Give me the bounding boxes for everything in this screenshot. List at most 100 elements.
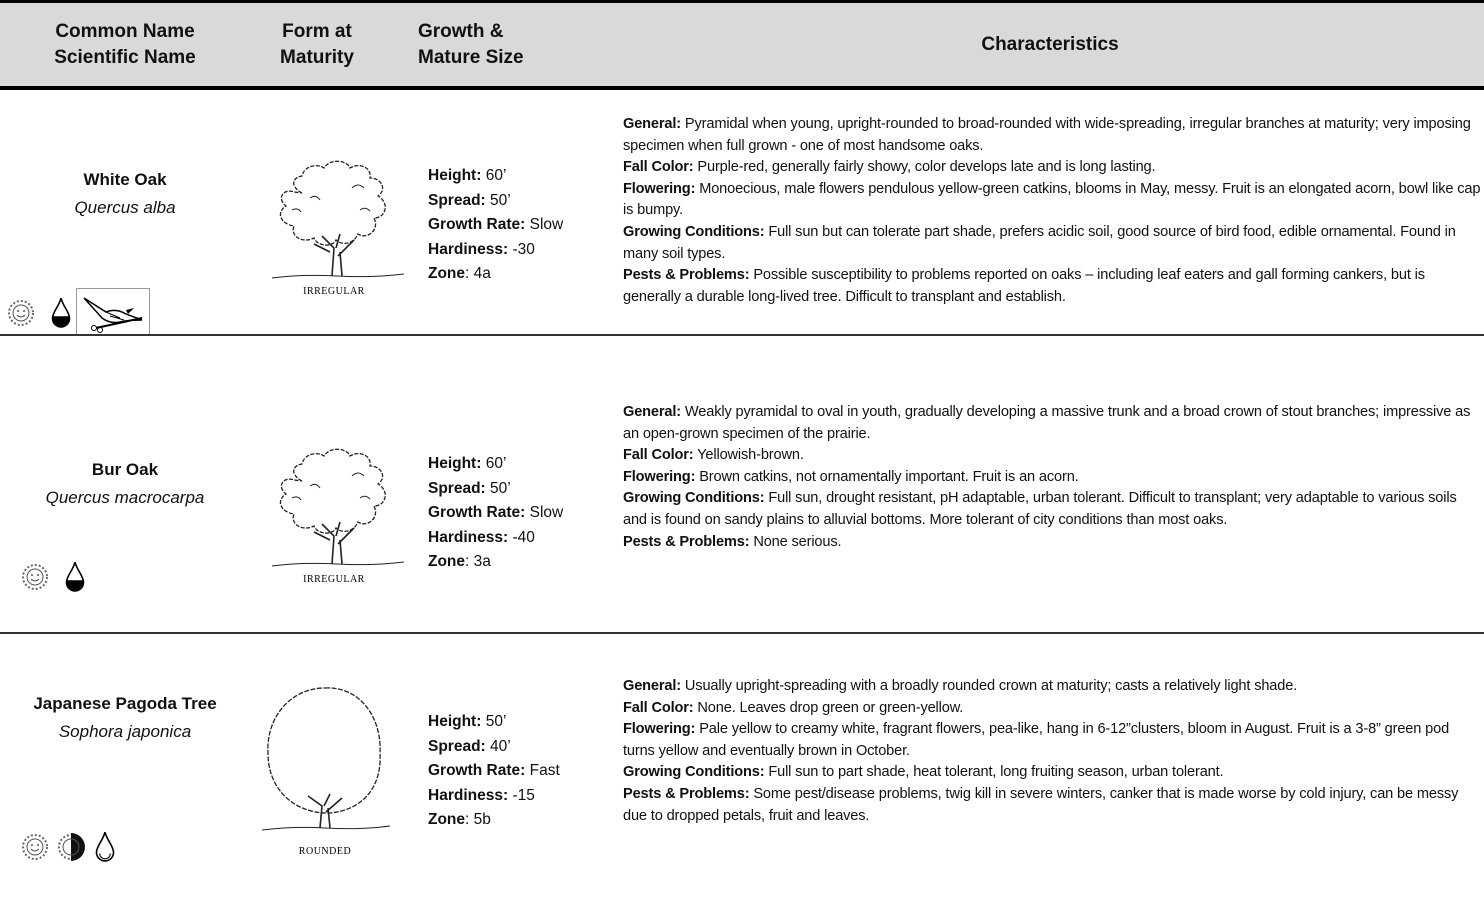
characteristic-label: Pests & Problems: xyxy=(623,785,750,802)
characteristic-text: Brown catkins, not ornamentally importan… xyxy=(699,468,1079,485)
tree-form: ROUNDED xyxy=(250,678,400,868)
growth-label: Growth Rate: xyxy=(428,504,526,521)
characteristic: Pests & Problems: Some pest/disease prob… xyxy=(623,784,1481,827)
scientific-name: Sophora japonica xyxy=(58,722,192,741)
header-band: Common Name Scientific Name Form at Matu… xyxy=(0,0,1484,86)
characteristic-label: Flowering: xyxy=(623,180,696,197)
characteristic: Growing Conditions: Full sun but can tol… xyxy=(623,222,1481,265)
characteristic-text: Monoecious, male flowers pendulous yello… xyxy=(623,180,1481,219)
characteristic-text: Pyramidal when young, upright-rounded to… xyxy=(623,116,1471,154)
growth-value: Slow xyxy=(529,504,564,521)
characteristic-label: Flowering: xyxy=(623,721,696,738)
characteristic-label: Pests & Problems: xyxy=(623,267,750,284)
growth-item: Spread: 40’ xyxy=(428,735,613,760)
tree-form: IRREGULAR xyxy=(262,148,412,313)
growth-value: 50’ xyxy=(490,191,511,209)
growth-label: Hardiness: xyxy=(428,528,509,546)
characteristic-label: General: xyxy=(623,678,682,694)
growth-value: 60’ xyxy=(485,455,507,472)
header-text: Mature Size xyxy=(418,47,524,68)
characteristic: General: Pyramidal when young, upright-r… xyxy=(623,114,1481,157)
name-cell: Japanese Pagoda Tree Sophora japonica xyxy=(25,690,225,746)
growth-label: Growth Rate: xyxy=(428,216,526,233)
characteristic: Fall Color: None. Leaves drop green or g… xyxy=(623,698,1481,720)
characteristic: Growing Conditions: Full sun, drought re… xyxy=(623,488,1481,531)
characteristic: Flowering: Monoecious, male flowers pend… xyxy=(623,179,1481,222)
characteristic-label: Fall Color: xyxy=(623,447,694,464)
table-row: White Oak Quercus alba IRREGULAR Height:… xyxy=(0,90,1484,336)
growth-value: -15 xyxy=(512,786,535,804)
growth-label: Growth Rate: xyxy=(428,762,526,779)
row-separator xyxy=(0,334,1484,336)
header-cell: Characteristics xyxy=(620,32,1480,58)
characteristic-label: Fall Color: xyxy=(623,699,694,716)
characteristic: Growing Conditions: Full sun to part sha… xyxy=(623,762,1481,784)
characteristic: Flowering: Brown catkins, not ornamental… xyxy=(623,467,1481,489)
header-cell: Form at Maturity xyxy=(262,19,372,71)
growth-label: Spread: xyxy=(428,479,486,497)
table-row: Japanese Pagoda Tree Sophora japonica RO… xyxy=(0,634,1484,909)
common-name: Bur Oak xyxy=(91,460,159,479)
tree-drawing: IRREGULAR xyxy=(271,448,405,585)
growth-item: Zone: 3a xyxy=(428,550,613,575)
characteristic-text: None. Leaves drop green or green-yellow. xyxy=(697,699,964,716)
growth-label: Hardiness: xyxy=(428,786,509,804)
growth-item: Height: 60’ xyxy=(428,452,613,477)
growth-item: Hardiness: -40 xyxy=(428,526,613,551)
growth-value: : 4a xyxy=(465,265,491,282)
growth-item: Hardiness: -30 xyxy=(428,238,613,263)
growth-item: Height: 60’ xyxy=(428,164,613,189)
growth-item: Height: 50’ xyxy=(428,710,613,735)
growth-item: Growth Rate: Slow xyxy=(428,501,613,526)
tree-form: IRREGULAR xyxy=(262,436,412,601)
scientific-name: Quercus macrocarpa xyxy=(45,488,205,507)
tree-drawing: IRREGULAR xyxy=(271,160,405,297)
characteristic-label: Growing Conditions: xyxy=(623,223,765,240)
characteristic-label: Fall Color: xyxy=(623,159,694,176)
growth-item: Spread: 50’ xyxy=(428,477,613,502)
growth-item: Zone: 5b xyxy=(428,808,613,833)
growth-item: Spread: 50’ xyxy=(428,189,613,214)
growth-label: Height: xyxy=(428,167,482,184)
icons xyxy=(6,554,86,603)
growth-value: : 3a xyxy=(465,553,491,570)
growth-label: Spread: xyxy=(428,737,486,755)
growth-value: : 5b xyxy=(465,811,491,828)
tree-drawing: ROUNDED xyxy=(261,687,391,857)
header-cell: Common Name Scientific Name xyxy=(30,19,220,71)
growth-value: -40 xyxy=(512,528,535,546)
characteristic-text: Yellowish-brown. xyxy=(697,447,804,464)
characteristic-text: Usually upright-spreading with a broadly… xyxy=(684,678,1298,694)
growth-label: Hardiness: xyxy=(428,240,509,258)
characteristic-text: Pale yellow to creamy white, fragrant fl… xyxy=(623,721,1450,759)
characteristic: Fall Color: Yellowish-brown. xyxy=(623,445,1481,467)
icon-group xyxy=(8,288,150,336)
scientific-name: Quercus alba xyxy=(74,198,176,217)
characteristic-label: Flowering: xyxy=(623,468,696,485)
characteristic-text: Full sun to part shade, heat tolerant, l… xyxy=(768,764,1224,781)
icon-group xyxy=(22,561,85,592)
characteristic: Pests & Problems: Possible susceptibilit… xyxy=(623,265,1481,308)
characteristic-text: Full sun but can tolerate part shade, pr… xyxy=(623,223,1456,262)
characteristic-label: Growing Conditions: xyxy=(623,490,765,507)
growth-cell: Height: 60’ Spread: 50’ Growth Rate: Slo… xyxy=(428,164,613,287)
characteristic-label: Pests & Problems: xyxy=(623,533,750,550)
characteristic: General: Usually upright-spreading with … xyxy=(623,676,1481,698)
characteristic: Flowering: Pale yellow to creamy white, … xyxy=(623,719,1481,762)
characteristic-text: Full sun, drought resistant, pH adaptabl… xyxy=(623,490,1457,528)
header-cell: Growth & Mature Size xyxy=(418,19,598,71)
form-label: ROUNDED xyxy=(299,846,351,857)
form-label: IRREGULAR xyxy=(303,574,365,585)
growth-item: Hardiness: -15 xyxy=(428,784,613,809)
growth-cell: Height: 60’ Spread: 50’ Growth Rate: Slo… xyxy=(428,452,613,575)
characteristic-text: None serious. xyxy=(753,533,842,550)
growth-value: 40’ xyxy=(490,737,511,755)
icon-group xyxy=(22,831,115,862)
growth-label: Height: xyxy=(428,713,482,730)
characteristic: Fall Color: Purple-red, generally fairly… xyxy=(623,157,1481,179)
growth-label: Zone xyxy=(428,553,466,570)
characteristic-text: Purple-red, generally fairly showy, colo… xyxy=(697,159,1156,176)
growth-label: Zone xyxy=(428,265,466,282)
growth-value: 60’ xyxy=(485,167,507,184)
